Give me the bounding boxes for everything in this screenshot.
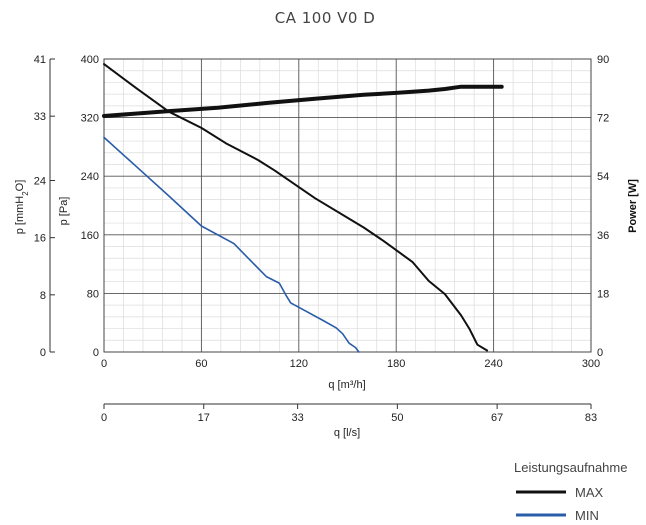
x-axis-secondary-tick-label: 0 — [101, 412, 107, 424]
y-axis-pa-ticks: 0 80 160 240 320 400 — [81, 54, 99, 359]
y-axis-pa-tick-label: 400 — [81, 54, 99, 66]
y-axis-power-tick-label: 36 — [597, 230, 609, 242]
x-axis-secondary-label: q [l/s] — [334, 427, 360, 439]
y-axis-mmh2o-tick-label: 8 — [40, 290, 46, 302]
y-axis-power-label: Power [W] — [627, 179, 639, 233]
y-axis-pa-label: p [Pa] — [58, 197, 70, 226]
y-axis-pa-tick-label: 0 — [93, 347, 99, 359]
y-axis-mmh2o-label: p [mmH2O] — [14, 180, 30, 235]
y-axis-pa-tick-label: 160 — [81, 230, 99, 242]
y-axis-mmh2o-label-sub: 2 — [21, 191, 30, 196]
x-axis-primary-label: q [m³/h] — [328, 379, 365, 391]
y-axis-mmh2o-label-end: O] — [14, 180, 26, 192]
x-axis-primary-tick-label: 120 — [290, 358, 308, 370]
x-axis-secondary-tick-label: 17 — [198, 412, 210, 424]
y-axis-power-tick-label: 90 — [597, 54, 609, 66]
x-axis-secondary-ticks: 0 17 33 50 67 83 — [101, 404, 597, 424]
legend-label-max: MAX — [575, 485, 604, 500]
grid — [103, 58, 592, 353]
legend-title: Leistungsaufnahme — [514, 460, 627, 475]
y-axis-pa-tick-label: 80 — [87, 288, 99, 300]
y-axis-pa-tick-label: 240 — [81, 171, 99, 183]
legend: Leistungsaufnahme MAX MIN — [514, 460, 627, 523]
y-axis-mmh2o-label-main: p [mmH — [14, 196, 26, 235]
chart-title: CA 100 V0 D — [275, 9, 376, 27]
x-axis-primary-tick-label: 300 — [582, 358, 600, 370]
y-axis-power-tick-label: 54 — [597, 171, 609, 183]
y-axis-pa-tick-label: 320 — [81, 113, 99, 125]
x-axis-primary-ticks: 0 60 120 180 240 300 — [101, 358, 600, 370]
y-axis-mmh2o-tick-label: 41 — [34, 54, 46, 66]
y-axis-mmh2o-tick-label: 0 — [40, 347, 46, 359]
y-axis-power-tick-label: 0 — [597, 347, 603, 359]
legend-label-min: MIN — [575, 508, 599, 523]
x-axis-secondary-tick-label: 67 — [491, 412, 503, 424]
series-layer — [102, 63, 504, 353]
x-axis-secondary-tick-label: 50 — [391, 412, 403, 424]
series-max-pressure-line — [103, 63, 489, 352]
y-axis-mmh2o-tick-label: 24 — [34, 175, 46, 187]
x-axis-primary-tick-label: 60 — [195, 358, 207, 370]
y-axis-power-ticks: 0 18 36 54 72 90 — [597, 54, 609, 359]
x-axis-primary-tick-label: 0 — [101, 358, 107, 370]
plot-border — [103, 58, 592, 353]
x-axis-primary-tick-label: 240 — [484, 358, 502, 370]
y-axis-power-tick-label: 18 — [597, 288, 609, 300]
y-axis-mmh2o-tick-label: 33 — [34, 111, 46, 123]
x-axis-secondary-tick-label: 83 — [585, 412, 597, 424]
x-axis-secondary-tick-label: 33 — [292, 412, 304, 424]
series-max-power-line — [102, 84, 504, 118]
series-min-pressure-line — [103, 136, 360, 353]
y-axis-mmh2o-ticks: 0 8 16 24 33 41 — [34, 54, 55, 359]
y-axis-mmh2o-tick-label: 16 — [34, 233, 46, 245]
y-axis-power-tick-label: 72 — [597, 113, 609, 125]
x-axis-primary-tick-label: 180 — [387, 358, 405, 370]
plot-frame — [49, 58, 592, 405]
